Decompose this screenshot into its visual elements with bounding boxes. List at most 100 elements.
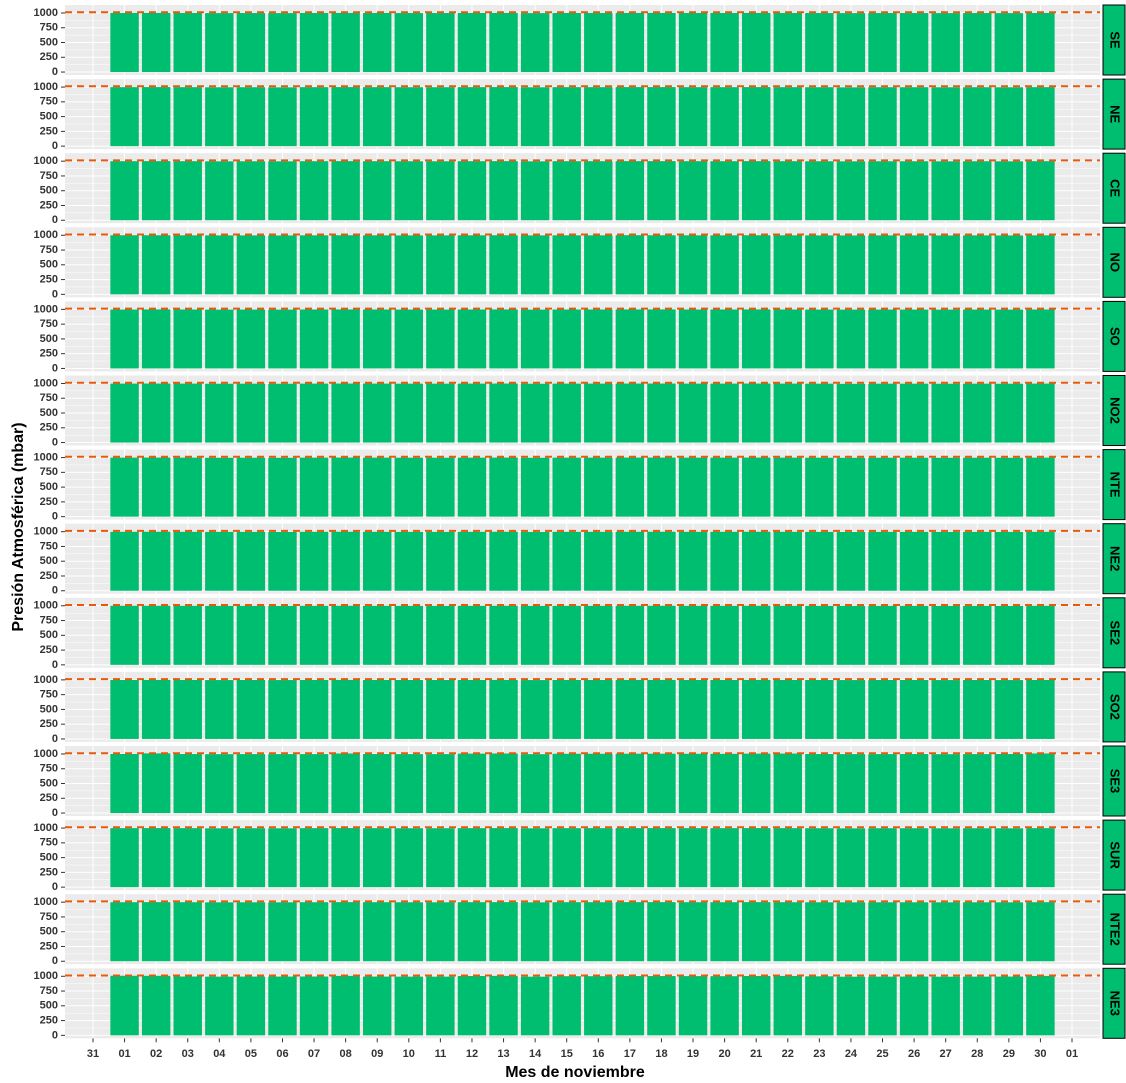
bar bbox=[236, 87, 266, 147]
bar bbox=[994, 309, 1024, 369]
bar bbox=[741, 679, 771, 739]
bar bbox=[1026, 457, 1055, 517]
bar bbox=[299, 902, 329, 962]
bar bbox=[141, 679, 171, 739]
bar bbox=[899, 235, 929, 295]
bar bbox=[141, 383, 171, 443]
y-tick-label: 750 bbox=[40, 392, 58, 404]
y-tick-label: 0 bbox=[52, 436, 58, 448]
x-tick-label: 25 bbox=[876, 1048, 888, 1060]
bar bbox=[899, 679, 929, 739]
x-tick-label: 01 bbox=[118, 1048, 130, 1060]
y-tick-label: 250 bbox=[40, 422, 58, 434]
bar bbox=[363, 605, 392, 665]
bar bbox=[836, 680, 866, 739]
bar bbox=[1026, 12, 1055, 73]
bar bbox=[773, 679, 802, 739]
y-tick-label: 0 bbox=[52, 288, 58, 300]
bar bbox=[552, 457, 581, 517]
bar bbox=[678, 605, 708, 665]
x-tick-label: 21 bbox=[750, 1048, 762, 1060]
bar bbox=[931, 828, 960, 888]
bar bbox=[173, 902, 202, 962]
strip-label: NO2 bbox=[1108, 397, 1123, 424]
bar bbox=[899, 161, 929, 221]
bar bbox=[173, 754, 202, 814]
bar bbox=[584, 605, 613, 665]
bar bbox=[394, 754, 424, 814]
bar bbox=[963, 13, 992, 73]
bar bbox=[363, 161, 392, 221]
bar bbox=[615, 902, 645, 962]
y-tick-label: 0 bbox=[52, 1029, 58, 1041]
y-tick-label: 250 bbox=[40, 273, 58, 285]
bar bbox=[805, 87, 834, 147]
bar bbox=[647, 87, 676, 147]
y-tick-label: 750 bbox=[40, 763, 58, 775]
bar bbox=[836, 235, 866, 295]
bar bbox=[205, 161, 234, 221]
bar bbox=[141, 605, 171, 665]
bar bbox=[994, 754, 1024, 814]
bar bbox=[584, 87, 613, 147]
bar bbox=[205, 754, 234, 814]
bar bbox=[615, 605, 645, 665]
bar bbox=[741, 161, 771, 221]
y-tick-label: 500 bbox=[40, 407, 58, 419]
bar bbox=[331, 679, 360, 739]
bar bbox=[331, 87, 360, 147]
bar bbox=[615, 161, 645, 221]
bar bbox=[331, 457, 360, 517]
bar bbox=[110, 679, 139, 739]
bar bbox=[141, 12, 171, 73]
bar bbox=[868, 531, 897, 591]
bar bbox=[552, 161, 581, 221]
bar bbox=[678, 12, 708, 73]
bar bbox=[615, 87, 645, 147]
bar bbox=[584, 531, 613, 591]
bar bbox=[963, 902, 992, 962]
bar bbox=[141, 161, 171, 221]
y-tick-label: 500 bbox=[40, 703, 58, 715]
bar bbox=[457, 828, 487, 888]
bar bbox=[173, 976, 202, 1036]
bar bbox=[710, 309, 739, 369]
bar bbox=[205, 828, 234, 888]
bar bbox=[678, 235, 708, 295]
strip bbox=[1102, 745, 1126, 817]
bar bbox=[710, 976, 739, 1036]
bar bbox=[394, 457, 424, 517]
bar bbox=[868, 309, 897, 369]
y-tick-label: 1000 bbox=[34, 748, 58, 760]
y-tick-label: 500 bbox=[40, 259, 58, 271]
bar bbox=[836, 828, 866, 888]
x-tick-label: 14 bbox=[529, 1048, 542, 1060]
bar bbox=[584, 383, 613, 443]
bar bbox=[805, 605, 834, 665]
bar bbox=[584, 902, 613, 962]
x-tick-label: 02 bbox=[150, 1048, 162, 1060]
bar bbox=[805, 309, 834, 369]
bar bbox=[520, 309, 550, 369]
bar bbox=[931, 754, 960, 814]
strip-label: NE bbox=[1108, 105, 1123, 123]
bar bbox=[173, 828, 202, 888]
bar bbox=[205, 976, 234, 1036]
bar bbox=[710, 605, 739, 665]
bar bbox=[615, 383, 645, 443]
bar bbox=[141, 87, 171, 147]
bar bbox=[868, 13, 897, 73]
bar bbox=[426, 383, 455, 443]
x-tick-label: 18 bbox=[655, 1048, 667, 1060]
strip bbox=[1102, 226, 1126, 298]
bar bbox=[426, 902, 455, 962]
bar bbox=[741, 383, 771, 443]
y-tick-label: 0 bbox=[52, 66, 58, 78]
bar bbox=[110, 531, 139, 591]
y-tick-label: 0 bbox=[52, 881, 58, 893]
y-tick-label: 750 bbox=[40, 911, 58, 923]
x-tick-label: 26 bbox=[908, 1048, 920, 1060]
strip-label: CE bbox=[1108, 179, 1123, 197]
bar bbox=[205, 87, 234, 147]
y-tick-label: 750 bbox=[40, 466, 58, 478]
